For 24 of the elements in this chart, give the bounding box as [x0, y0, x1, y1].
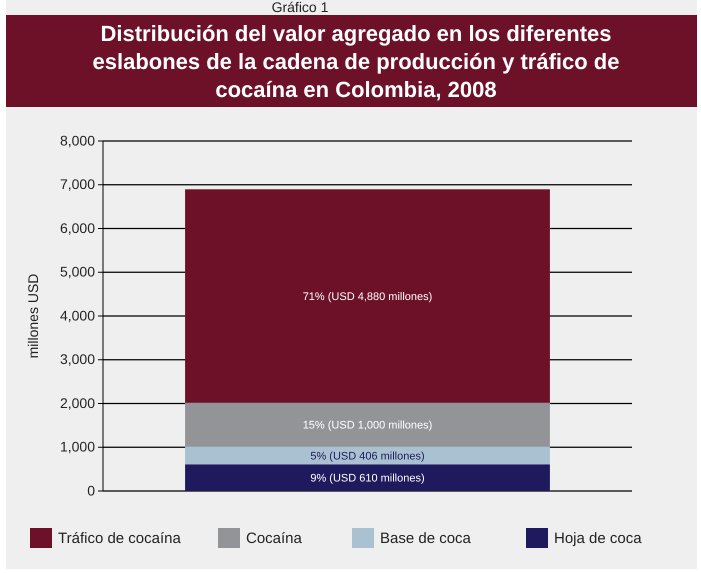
- legend-label: Hoja de coca: [554, 530, 642, 547]
- legend-label: Cocaína: [246, 530, 303, 547]
- data-label: 9% (USD 610 millones): [310, 472, 425, 485]
- chart-title: Distribución del valor agregado en los diferentes eslabones de la cadena de producción y tráfico de cocaína en Colombia, 2008: [92, 21, 620, 102]
- text: Gráfico 1: [272, 0, 329, 15]
- data-label: 15% (USD 1,000 millones): [302, 420, 432, 432]
- bar: [185, 464, 550, 491]
- y-tick-label: 6,000: [60, 220, 96, 236]
- data-label: 71% (USD 4,880 millones): [302, 291, 432, 304]
- y-tick-label: 5,000: [60, 264, 96, 280]
- legend-label: Base de coca: [380, 530, 472, 547]
- y-tick-label: 2,000: [60, 394, 96, 411]
- y-tick-label: 4,000: [60, 307, 96, 324]
- y-tick-label: 8,000: [60, 132, 96, 148]
- y-tick-label: 0: [87, 482, 96, 498]
- bar: [185, 402, 550, 447]
- data-label: 5% (USD 406 millones): [310, 450, 425, 462]
- bar: [185, 446, 550, 464]
- y-tick-label: 3,000: [60, 351, 96, 368]
- y-tick-label: 7,000: [60, 176, 96, 192]
- y-tick-label: 1,000: [60, 438, 96, 455]
- bar: [185, 189, 550, 403]
- y-axis-title: millones USD: [25, 274, 41, 358]
- legend-label: Tráfico de cocaína: [58, 530, 182, 547]
